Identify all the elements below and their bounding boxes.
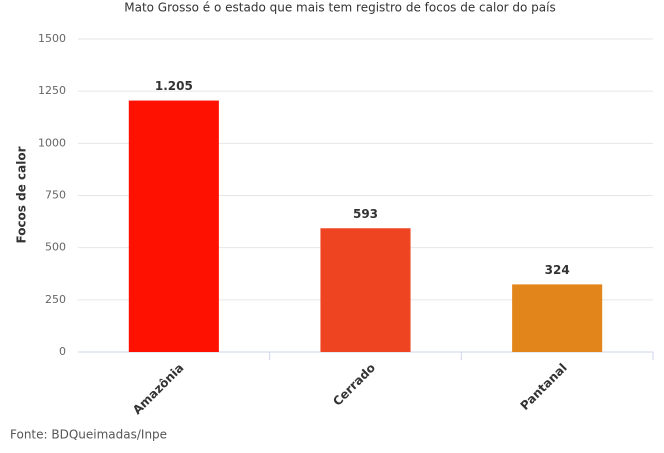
value-label: 593 [353, 207, 378, 221]
bar [128, 100, 219, 352]
y-tick-label: 250 [45, 293, 66, 306]
x-tick-label: Amazônia [130, 361, 186, 417]
y-tick-label: 1000 [38, 136, 66, 149]
y-axis-label: Focos de calor [15, 146, 29, 243]
value-label: 1.205 [155, 79, 193, 93]
y-tick-label: 1250 [38, 84, 66, 97]
value-label: 324 [545, 263, 570, 277]
y-tick-label: 750 [45, 189, 66, 202]
chart-title: Mato Grosso é o estado que mais tem regi… [124, 1, 556, 15]
bar [320, 228, 411, 352]
y-tick-label: 1500 [38, 32, 66, 45]
y-tick-label: 0 [59, 345, 66, 358]
y-tick-label: 500 [45, 241, 66, 254]
x-tick-label: Cerrado [330, 361, 378, 409]
x-tick-label: Pantanal [518, 361, 570, 413]
source: Fonte: BDQueimadas/Inpe [10, 428, 167, 442]
bar [512, 284, 603, 352]
